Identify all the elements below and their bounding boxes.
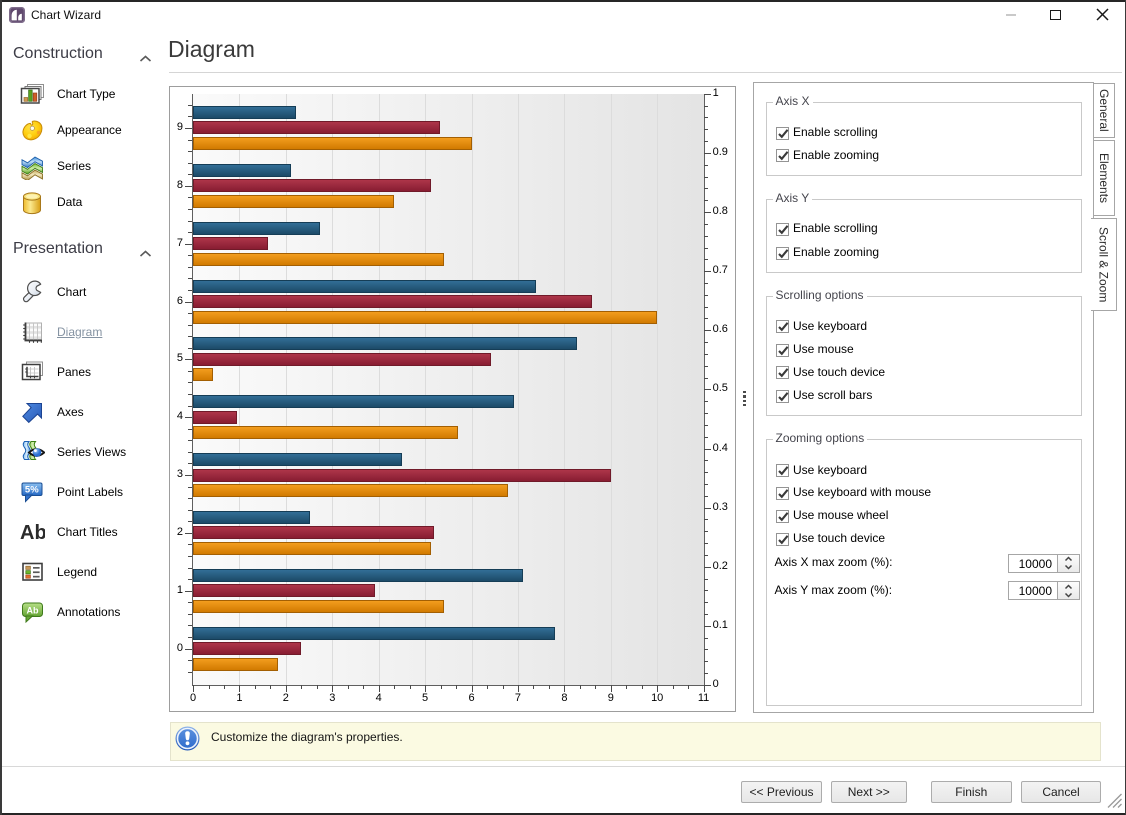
svg-text:5%: 5% — [25, 485, 39, 496]
svg-text:Ab: Ab — [27, 606, 39, 616]
svg-text:Ab: Ab — [20, 522, 45, 544]
